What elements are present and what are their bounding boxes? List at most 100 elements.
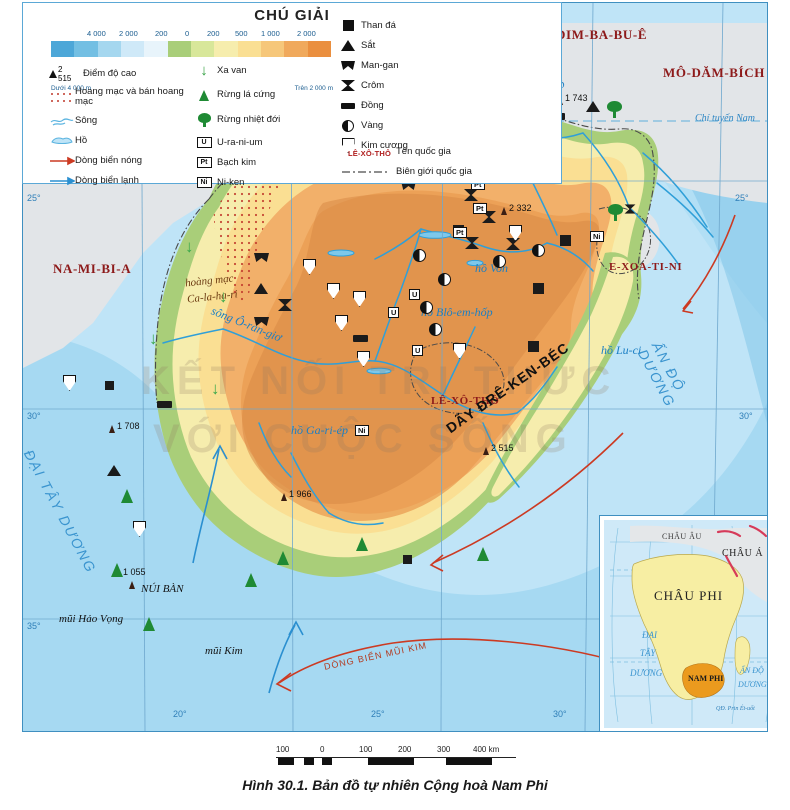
africa-locator-inset-map[interactable]: CHÂU ÂU CHÂU Á CHÂU PHI ĐẠI TÂY DƯƠNG ẤN… <box>599 515 767 731</box>
map-legend: CHÚ GIẢI 4 000 2 000 200 0 200 500 1 000… <box>22 2 562 188</box>
diamond-icon <box>335 138 361 153</box>
legend-label-savanna: Xa van <box>217 65 247 77</box>
elevation-point-icon <box>109 425 115 433</box>
savanna-arrow-icon: ↓ <box>185 237 194 256</box>
legend-item-national-border[interactable]: Biên giới quốc gia <box>335 163 560 180</box>
legend-label-iron: Sắt <box>361 39 376 51</box>
elevation-value-2332: 2 332 <box>509 203 532 213</box>
legend-label-elevation-point: Điểm độ cao <box>83 67 137 79</box>
hardleaf-forest-icon <box>277 551 289 565</box>
elev-tick-0: 4 000 <box>87 29 106 38</box>
elevation-below-label: Dưới 4 000 m <box>51 85 92 92</box>
uranium-box-icon: U <box>412 345 424 356</box>
manganese-icon <box>254 253 269 262</box>
hardleaf-forest-icon <box>143 617 155 631</box>
legend-item-iron[interactable]: Sắt <box>335 37 470 54</box>
elev-tick-6: 1 000 <box>261 29 280 38</box>
scale-bar-labels: 100 0 100 200 300 400 km <box>276 745 516 756</box>
manganese-icon <box>254 317 269 326</box>
chromium-icon <box>335 80 361 91</box>
warm-current-arrow-icon <box>49 156 75 166</box>
inset-canvas: CHÂU ÂU CHÂU Á CHÂU PHI ĐẠI TÂY DƯƠNG ẤN… <box>604 520 767 728</box>
elevation-point-icon <box>483 447 489 455</box>
legend-item-country-name[interactable]: LÊ-XÔ-THÔ Tên quốc gia <box>335 143 560 160</box>
gold-icon <box>420 301 433 314</box>
graticule-label-left-30: 30° <box>27 411 41 421</box>
nickel-box-icon: Ni <box>191 177 217 188</box>
graticule-label-left-25: 25° <box>27 193 41 203</box>
legend-item-diamond[interactable]: Kim cương <box>335 137 470 154</box>
legend-item-river[interactable]: Sông <box>49 112 199 129</box>
gold-icon <box>532 244 545 257</box>
country-label-eswatini: E-XOA-TI-NI <box>609 261 683 273</box>
legend-item-platinum[interactable]: Pt Bạch kim <box>191 154 321 171</box>
coal-square-icon <box>403 555 412 564</box>
country-label-mozambique: MÔ-DĂM-BÍCH <box>663 65 765 80</box>
inset-label-asia: CHÂU Á <box>722 548 764 559</box>
chromium-icon <box>465 237 479 249</box>
legend-item-uranium[interactable]: U U-ra-ni-um <box>191 134 321 151</box>
gold-icon <box>438 273 451 286</box>
inset-label-atlantic-3: DƯƠNG <box>630 668 663 678</box>
legend-column-minerals: Than đá Sắt Man-gan Crôm Đồng Vàng <box>335 17 470 157</box>
graticule-label-bottom-25: 25° <box>371 709 385 719</box>
coal-square-icon <box>560 235 571 246</box>
country-label-lesotho: LÊ-XÔ-THÔ <box>431 395 500 407</box>
legend-item-copper[interactable]: Đồng <box>335 97 470 114</box>
legend-item-gold[interactable]: Vàng <box>335 117 470 134</box>
elevation-above-label: Trên 2 000 m <box>294 85 333 92</box>
legend-item-hardleaf-forest[interactable]: Rừng lá cứng <box>191 84 321 106</box>
elev-tick-5: 500 <box>235 29 248 38</box>
legend-item-warm-current[interactable]: Dòng biển nóng <box>49 152 199 169</box>
legend-item-chromium[interactable]: Crôm <box>335 77 470 94</box>
gold-icon <box>335 119 361 132</box>
graticule-label-right-30: 30° <box>739 411 753 421</box>
hardleaf-forest-icon <box>191 89 217 101</box>
legend-item-manganese[interactable]: Man-gan <box>335 57 470 74</box>
legend-label-national-border: Biên giới quốc gia <box>396 165 472 177</box>
desert-dots-icon <box>49 91 75 104</box>
legend-label-cold-current: Dòng biển lạnh <box>75 174 139 186</box>
elevation-point-icon: 2 515 <box>49 65 75 83</box>
iron-triangle-icon <box>254 283 268 294</box>
graticule-label-left-35: 35° <box>27 621 41 631</box>
tropical-forest-icon <box>608 204 623 221</box>
scale-label-1: 0 <box>320 745 325 754</box>
legend-item-elevation-point[interactable]: 2 515 Điểm độ cao <box>49 65 199 83</box>
legend-label-chromium: Crôm <box>361 79 385 91</box>
hardleaf-forest-icon <box>356 537 368 551</box>
coal-square-icon <box>335 20 361 31</box>
legend-label-lake: Hồ <box>75 134 88 146</box>
elevation-value-1055: 1 055 <box>123 567 146 577</box>
scale-label-5: 400 km <box>473 745 500 754</box>
country-label-namibia: NA-MI-BI-A <box>53 261 132 276</box>
nickel-box-icon: Ni <box>590 231 604 242</box>
legend-label-manganese: Man-gan <box>361 59 399 71</box>
legend-column-boundaries: LÊ-XÔ-THÔ Tên quốc gia Biên giới quốc gi… <box>335 143 560 183</box>
legend-item-desert[interactable]: Hoang mạc và bán hoang mạc <box>49 85 199 109</box>
legend-item-lake[interactable]: Hồ <box>49 132 199 149</box>
legend-label-nickel: Ni-ken <box>217 176 245 188</box>
lake-label-bloemhof: hồ Blô-em-hốp <box>421 305 493 319</box>
cape-label-agulhas: mũi Kim <box>205 645 243 657</box>
inset-label-atlantic-1: ĐẠI <box>642 630 657 640</box>
hardleaf-forest-icon <box>477 547 489 561</box>
inset-label-europe: CHÂU ÂU <box>662 532 702 541</box>
gold-icon <box>429 323 442 336</box>
elev-tick-2: 200 <box>155 29 168 38</box>
legend-item-coal[interactable]: Than đá <box>335 17 470 34</box>
elevation-point-icon <box>129 581 135 589</box>
elevation-value-1743: 1 743 <box>565 93 588 103</box>
national-border-line-icon <box>335 163 391 181</box>
legend-item-cold-current[interactable]: Dòng biển lạnh <box>49 172 199 189</box>
elev-tick-7: 2 000 <box>297 29 316 38</box>
legend-label-uranium: U-ra-ni-um <box>217 136 263 148</box>
legend-item-tropical-forest[interactable]: Rừng nhiệt đới <box>191 109 321 131</box>
legend-item-savanna[interactable]: ↓ Xa van <box>191 61 321 81</box>
kalahari-desert-dots <box>213 154 289 303</box>
uranium-box-icon: U <box>388 307 400 318</box>
legend-item-nickel[interactable]: Ni Ni-ken <box>191 174 321 191</box>
elevation-point-value: 2 515 <box>58 64 72 83</box>
nickel-box-icon: Ni <box>355 425 369 436</box>
elevation-value-1708: 1 708 <box>117 421 140 431</box>
